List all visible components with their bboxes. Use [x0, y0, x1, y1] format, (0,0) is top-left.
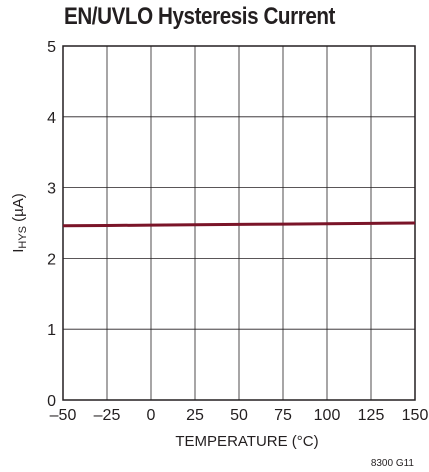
y-tick-label: 4: [47, 110, 56, 127]
y-tick-label: 1: [47, 322, 56, 339]
x-axis-label: TEMPERATURE (°C): [175, 433, 318, 450]
y-axis-label-unit: (µA): [10, 193, 27, 226]
x-tick-label: –50: [50, 407, 77, 424]
y-tick-label: 2: [47, 251, 56, 268]
y-axis-label-sub: HYS: [17, 226, 29, 249]
y-tick-label: 3: [47, 181, 56, 198]
series-line: [62, 221, 416, 228]
x-tick-label: 100: [314, 407, 341, 424]
x-tick-label: 0: [147, 407, 156, 424]
chart-title: EN/UVLO Hysteresis Current: [64, 3, 335, 30]
y-tick-label: 5: [47, 39, 56, 56]
series: [62, 221, 416, 228]
y-tick-labels: 0 1 2 3 4 5: [47, 39, 56, 410]
x-tick-label: 150: [402, 407, 429, 424]
x-tick-label: 50: [230, 407, 248, 424]
x-tick-label: –25: [94, 407, 121, 424]
y-axis-label: IHYS (µA): [10, 193, 29, 253]
figure-code: 8300 G11: [371, 458, 415, 469]
x-tick-label: 125: [358, 407, 385, 424]
grid: [63, 46, 415, 400]
y-axis-label-main: I: [10, 249, 27, 253]
y-tick-label: 0: [47, 393, 56, 410]
x-tick-label: 25: [186, 407, 204, 424]
x-tick-labels: –50 –25 0 25 50 75 100 125 150: [50, 407, 429, 424]
x-tick-label: 75: [274, 407, 292, 424]
